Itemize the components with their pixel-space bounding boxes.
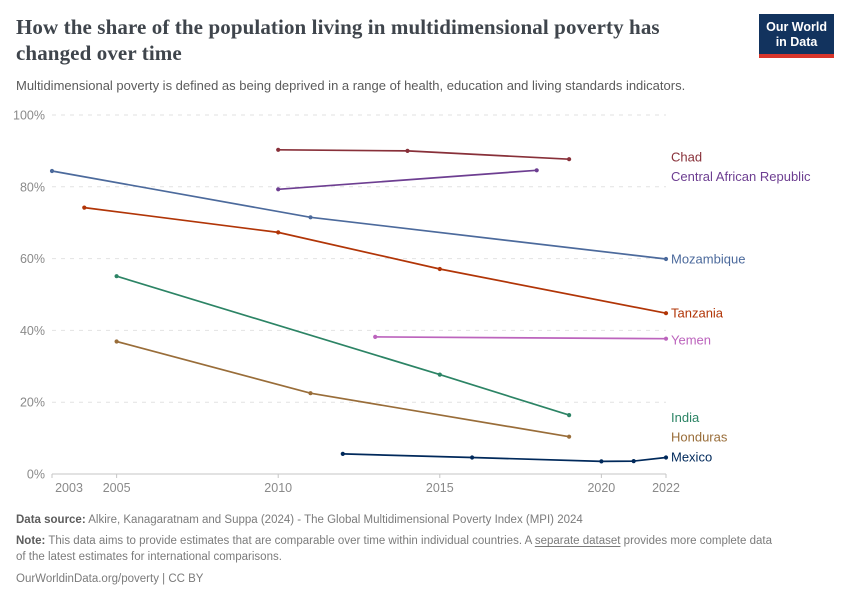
- data-point-mozambique: [49, 168, 55, 174]
- chart-header: How the share of the population living i…: [16, 14, 834, 94]
- series-label-yemen[interactable]: Yemen: [671, 333, 711, 348]
- series-label-central-african-republic[interactable]: Central African Republic: [671, 169, 811, 184]
- data-point-tanzania: [82, 205, 87, 210]
- data-point-yemen: [663, 336, 669, 341]
- series-line-yemen[interactable]: [374, 336, 667, 340]
- note-line: Note: This data aims to provide estimate…: [16, 533, 778, 565]
- data-point-mexico: [340, 451, 345, 456]
- note-label: Note:: [16, 535, 46, 547]
- series-label-india[interactable]: India: [671, 410, 700, 425]
- data-point-honduras: [308, 391, 313, 396]
- chart-subtitle: Multidimensional poverty is defined as b…: [16, 78, 686, 93]
- owid-logo-line2: in Data: [775, 35, 818, 49]
- y-axis-tick-label: 100%: [13, 109, 45, 123]
- series-line-india[interactable]: [115, 275, 570, 416]
- note-text-1: This data aims to provide estimates that…: [45, 535, 535, 547]
- data-point-tanzania: [276, 230, 281, 235]
- data-point-india: [567, 413, 572, 418]
- y-axis-tick-label: 0%: [27, 468, 45, 482]
- y-axis-tick-label: 40%: [20, 324, 45, 338]
- data-point-mexico: [631, 459, 636, 464]
- data-point-mexico: [663, 455, 669, 460]
- series-label-mozambique[interactable]: Mozambique: [671, 251, 745, 266]
- series-line-chad[interactable]: [277, 148, 570, 161]
- x-axis-tick-label: 2010: [264, 481, 292, 495]
- data-point-mozambique: [663, 256, 669, 262]
- page-title: How the share of the population living i…: [16, 15, 660, 65]
- owid-logo-line1: Our World: [766, 20, 827, 34]
- series-label-tanzania[interactable]: Tanzania: [671, 306, 724, 321]
- license-line: OurWorldinData.org/poverty | CC BY: [16, 573, 204, 585]
- chart-footer: Data source: Alkire, Kanagaratnam and Su…: [16, 512, 834, 587]
- data-point-honduras: [567, 434, 572, 439]
- x-axis-tick-label: 2022: [652, 481, 680, 495]
- series-line-central-african-republic[interactable]: [277, 169, 538, 191]
- data-point-central-african-republic: [534, 168, 539, 173]
- x-axis-tick-label: 2005: [103, 481, 131, 495]
- owid-logo[interactable]: Our World in Data: [759, 14, 834, 58]
- data-point-tanzania: [437, 266, 442, 272]
- separate-dataset-link[interactable]: separate dataset: [534, 535, 621, 547]
- series-label-honduras[interactable]: Honduras: [671, 430, 728, 445]
- series-line-mexico[interactable]: [341, 453, 667, 463]
- data-point-chad: [567, 157, 572, 162]
- data-point-central-african-republic: [276, 187, 281, 192]
- y-axis-tick-label: 80%: [20, 180, 45, 194]
- y-axis-tick-label: 60%: [20, 252, 45, 266]
- data-point-chad: [276, 147, 281, 152]
- note-text-2: provides more complete data of the lates…: [16, 535, 772, 563]
- x-axis-tick-label: 2003: [55, 481, 83, 495]
- data-point-chad: [405, 148, 410, 153]
- data-source-text: Alkire, Kanagaratnam and Suppa (2024) - …: [85, 514, 583, 526]
- data-source-line: Data source: Alkire, Kanagaratnam and Su…: [16, 512, 834, 528]
- series-line-honduras[interactable]: [115, 340, 570, 438]
- data-point-india: [437, 372, 442, 377]
- data-point-tanzania: [663, 311, 669, 316]
- data-point-honduras: [114, 339, 119, 344]
- x-axis-tick-label: 2015: [426, 481, 454, 495]
- data-point-yemen: [373, 334, 378, 339]
- data-source-label: Data source:: [16, 514, 86, 526]
- series-label-mexico[interactable]: Mexico: [671, 450, 712, 465]
- x-axis-tick-label: 2020: [587, 481, 615, 495]
- data-point-india: [114, 274, 119, 279]
- data-point-mozambique: [308, 215, 313, 220]
- y-axis-tick-label: 20%: [20, 396, 45, 410]
- series-label-chad[interactable]: Chad: [671, 150, 702, 165]
- data-point-mexico: [599, 459, 604, 464]
- data-point-mexico: [470, 455, 475, 460]
- series-line-tanzania[interactable]: [83, 206, 667, 315]
